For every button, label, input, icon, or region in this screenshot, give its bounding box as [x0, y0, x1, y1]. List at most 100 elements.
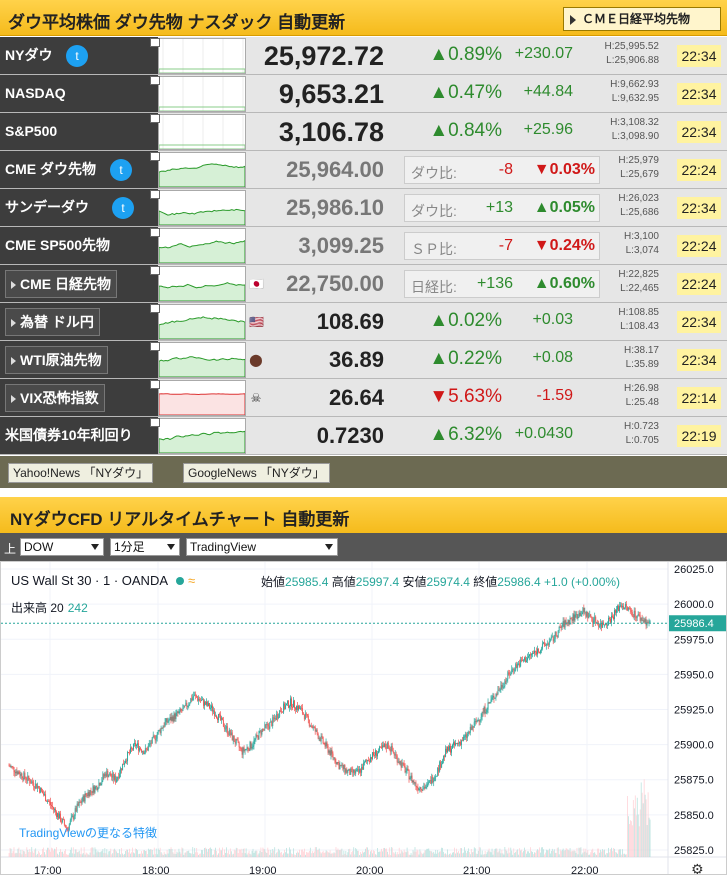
volume-bar — [385, 848, 386, 857]
volume-bar — [603, 850, 604, 857]
row-name[interactable]: NYダウ — [0, 37, 158, 74]
candle-body — [397, 761, 399, 763]
volume-bar — [112, 853, 114, 857]
candle-body — [134, 743, 135, 744]
volume-bar — [448, 854, 449, 857]
provider-select[interactable]: TradingView — [186, 538, 338, 556]
candle-body — [533, 653, 534, 654]
candle-body — [405, 771, 407, 773]
row-name[interactable]: CME ダウ先物 — [0, 151, 158, 188]
expand-icon[interactable] — [150, 76, 160, 85]
volume-bar — [34, 849, 36, 857]
candle-body — [411, 775, 413, 783]
volume-bar — [355, 848, 357, 857]
x-tick-label: 19:00 — [249, 865, 277, 874]
volume-bar — [168, 848, 170, 857]
sparkline[interactable] — [150, 266, 246, 302]
volume-bar — [41, 854, 42, 857]
volume-bar — [221, 850, 222, 857]
twitter-icon[interactable]: t — [110, 159, 132, 181]
expand-icon[interactable] — [150, 190, 160, 199]
volume-bar — [632, 800, 634, 857]
candle-body — [91, 791, 93, 793]
volume-bar — [193, 854, 195, 857]
candle-body — [520, 659, 522, 667]
cme-nikkei-button[interactable]: ＣＭＥ日経平均先物 — [563, 7, 721, 31]
symbol-select[interactable]: DOW — [20, 538, 104, 556]
volume-bar — [213, 854, 214, 857]
candle-body — [263, 728, 265, 730]
sparkline[interactable] — [150, 190, 246, 226]
row-name[interactable]: 為替 ドル円 — [0, 303, 158, 340]
candle-body — [65, 827, 67, 829]
row-name[interactable]: CME SP500先物 — [0, 227, 158, 264]
candle-body — [602, 622, 604, 628]
y-tick-label: 25850.0 — [674, 810, 714, 822]
twitter-icon[interactable]: t — [112, 197, 134, 219]
gear-icon[interactable]: ⚙ — [691, 861, 704, 874]
yahoo-news-link[interactable]: Yahoo!News 「NYダウ」 — [8, 463, 154, 483]
volume-bar — [582, 852, 584, 857]
candle-body — [363, 762, 365, 770]
volume-bar — [576, 847, 578, 857]
sparkline[interactable] — [150, 76, 246, 112]
volume-bar — [309, 847, 311, 857]
candle-body — [398, 761, 400, 764]
expand-icon[interactable] — [150, 38, 160, 47]
sparkline[interactable] — [150, 38, 246, 74]
expand-icon[interactable] — [150, 304, 160, 313]
expand-icon[interactable] — [150, 152, 160, 161]
candle-body — [529, 654, 531, 657]
volume-bar — [452, 852, 453, 857]
row-percent: ▲0.22% — [429, 348, 502, 369]
volume-bar — [539, 847, 540, 857]
sparkline[interactable] — [150, 304, 246, 340]
high-low: H:26.98 L:25.48 — [623, 383, 659, 408]
sparkline[interactable] — [150, 380, 246, 416]
tradingview-chart[interactable]: 26025.0 26000.0 25975.0 25950.0 25925.0 25900… — [0, 561, 727, 875]
volume-bar — [390, 847, 392, 857]
candle-body — [217, 718, 218, 721]
row-name[interactable]: WTI原油先物 — [0, 341, 158, 378]
volume-bar — [459, 853, 460, 857]
expand-icon[interactable] — [150, 342, 160, 351]
google-news-link[interactable]: GoogleNews 「NYダウ」 — [183, 463, 330, 483]
candlestick-chart[interactable]: 26025.0 26000.0 25975.0 25950.0 25925.0 25900… — [1, 562, 726, 874]
row-name[interactable]: サンデーダウ — [0, 189, 158, 226]
volume-bar — [520, 850, 522, 857]
row-name[interactable]: CME 日経先物 — [0, 265, 158, 302]
candle-body — [20, 773, 22, 776]
volume-bar — [204, 847, 205, 857]
expand-icon[interactable] — [150, 114, 160, 123]
volume-bar — [416, 849, 418, 857]
candle-body — [289, 705, 291, 708]
volume-bar — [22, 849, 24, 857]
expand-icon[interactable] — [150, 380, 160, 389]
sparkline[interactable] — [150, 228, 246, 264]
volume-bar — [637, 814, 639, 857]
volume-bar — [565, 848, 567, 857]
expand-icon[interactable] — [150, 228, 160, 237]
volume-bar — [358, 850, 360, 857]
expand-icon[interactable] — [150, 266, 160, 275]
sparkline[interactable] — [150, 342, 246, 378]
volume-bar — [376, 854, 377, 857]
tradingview-features-link[interactable]: TradingViewの更なる特徴 — [19, 826, 158, 840]
row-name[interactable]: S&P500 — [0, 113, 158, 150]
candle-body — [604, 624, 606, 626]
sparkline[interactable] — [150, 114, 246, 150]
sparkline[interactable] — [150, 418, 246, 454]
row-name[interactable]: 米国債券10年利回り — [0, 417, 158, 454]
row-name[interactable]: NASDAQ — [0, 75, 158, 112]
expand-icon[interactable] — [150, 418, 160, 427]
volume-bar — [75, 849, 77, 857]
candle-body — [394, 754, 396, 756]
row-name[interactable]: VIX恐怖指数 — [0, 379, 158, 416]
interval-select[interactable]: 1分足 — [110, 538, 180, 556]
volume-bar — [506, 850, 508, 857]
volume-bar — [44, 852, 45, 857]
twitter-icon[interactable]: t — [66, 45, 88, 67]
candle-body — [409, 778, 411, 780]
candle-body — [542, 642, 544, 644]
sparkline[interactable] — [150, 152, 246, 188]
